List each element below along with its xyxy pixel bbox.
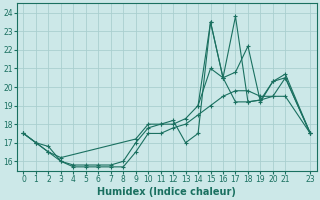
X-axis label: Humidex (Indice chaleur): Humidex (Indice chaleur) (98, 187, 236, 197)
